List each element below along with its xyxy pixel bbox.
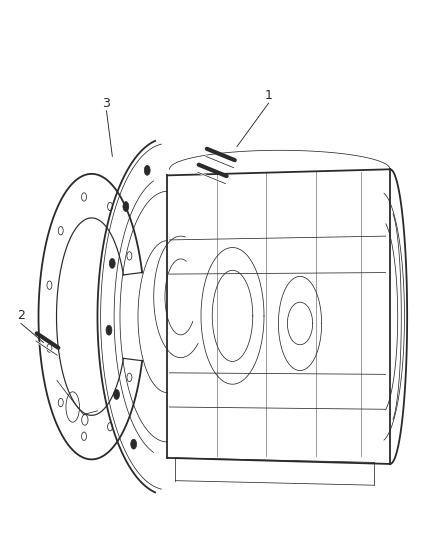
Circle shape <box>113 390 120 399</box>
Circle shape <box>144 165 150 175</box>
Circle shape <box>131 439 137 449</box>
Text: 2: 2 <box>17 309 25 322</box>
Circle shape <box>106 325 112 335</box>
Text: 3: 3 <box>102 96 110 110</box>
Circle shape <box>123 201 129 212</box>
Circle shape <box>110 259 115 268</box>
Text: 1: 1 <box>265 89 272 102</box>
